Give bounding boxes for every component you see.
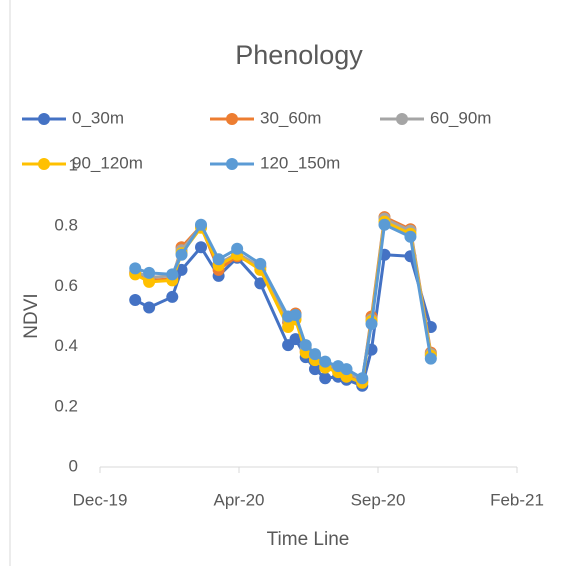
y-tick-label: 0 bbox=[69, 456, 78, 475]
data-point bbox=[308, 363, 321, 376]
x-tick-label: Sep-20 bbox=[351, 490, 406, 509]
data-point bbox=[231, 242, 244, 255]
data-point bbox=[195, 241, 208, 254]
legend-marker bbox=[226, 158, 238, 170]
data-point bbox=[404, 230, 417, 243]
y-tick-label: 0.8 bbox=[54, 216, 78, 235]
x-axis-label: Time Line bbox=[267, 529, 350, 550]
data-point bbox=[129, 293, 142, 306]
data-point bbox=[424, 352, 437, 365]
legend-label: 120_150m bbox=[260, 153, 340, 172]
data-point bbox=[166, 290, 179, 303]
data-point bbox=[143, 266, 156, 279]
data-point bbox=[175, 248, 188, 261]
legend-marker bbox=[38, 113, 50, 125]
data-point bbox=[289, 308, 302, 321]
legend-label: 0_30m bbox=[72, 108, 124, 127]
data-point bbox=[143, 301, 156, 314]
y-axis-label: NDVI bbox=[21, 293, 42, 338]
data-point bbox=[356, 372, 369, 385]
legend-marker bbox=[226, 113, 238, 125]
data-point bbox=[319, 372, 332, 385]
x-tick-label: Feb-21 bbox=[490, 490, 544, 509]
data-point bbox=[143, 275, 156, 288]
data-point bbox=[254, 277, 267, 290]
data-point bbox=[212, 253, 225, 266]
legend-label: 30_60m bbox=[260, 108, 321, 127]
y-tick-label: 0.4 bbox=[54, 336, 78, 355]
x-tick-label: Apr-20 bbox=[213, 490, 264, 509]
data-point bbox=[166, 268, 179, 281]
legend-label: 60_90m bbox=[430, 108, 491, 127]
data-point bbox=[175, 263, 188, 276]
data-point bbox=[195, 218, 208, 231]
y-tick-label: 0.6 bbox=[54, 276, 78, 295]
x-tick-label: Dec-19 bbox=[73, 490, 128, 509]
data-point bbox=[378, 218, 391, 231]
data-point bbox=[308, 348, 321, 361]
data-point bbox=[365, 318, 378, 331]
data-point bbox=[254, 257, 267, 270]
legend-marker bbox=[38, 158, 50, 170]
y-tick-label: 1 bbox=[69, 155, 78, 174]
chart-title: Phenology bbox=[235, 40, 363, 70]
data-point bbox=[289, 333, 302, 346]
legend-label: 90_120m bbox=[72, 153, 143, 172]
data-point bbox=[340, 363, 353, 376]
data-point bbox=[129, 262, 142, 275]
data-point bbox=[319, 355, 332, 368]
data-point bbox=[282, 321, 295, 334]
data-point bbox=[299, 339, 312, 352]
legend-marker bbox=[396, 113, 408, 125]
y-tick-label: 0.2 bbox=[54, 396, 78, 415]
